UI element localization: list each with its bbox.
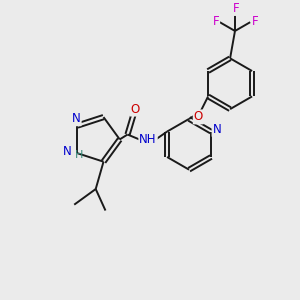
- Text: O: O: [194, 110, 203, 123]
- Text: F: F: [232, 2, 239, 15]
- Text: N: N: [72, 112, 81, 125]
- Text: H: H: [74, 150, 83, 160]
- Text: N: N: [213, 123, 221, 136]
- Text: F: F: [212, 15, 219, 28]
- Text: F: F: [252, 15, 258, 28]
- Text: N: N: [63, 145, 72, 158]
- Text: NH: NH: [139, 133, 157, 146]
- Text: O: O: [131, 103, 140, 116]
